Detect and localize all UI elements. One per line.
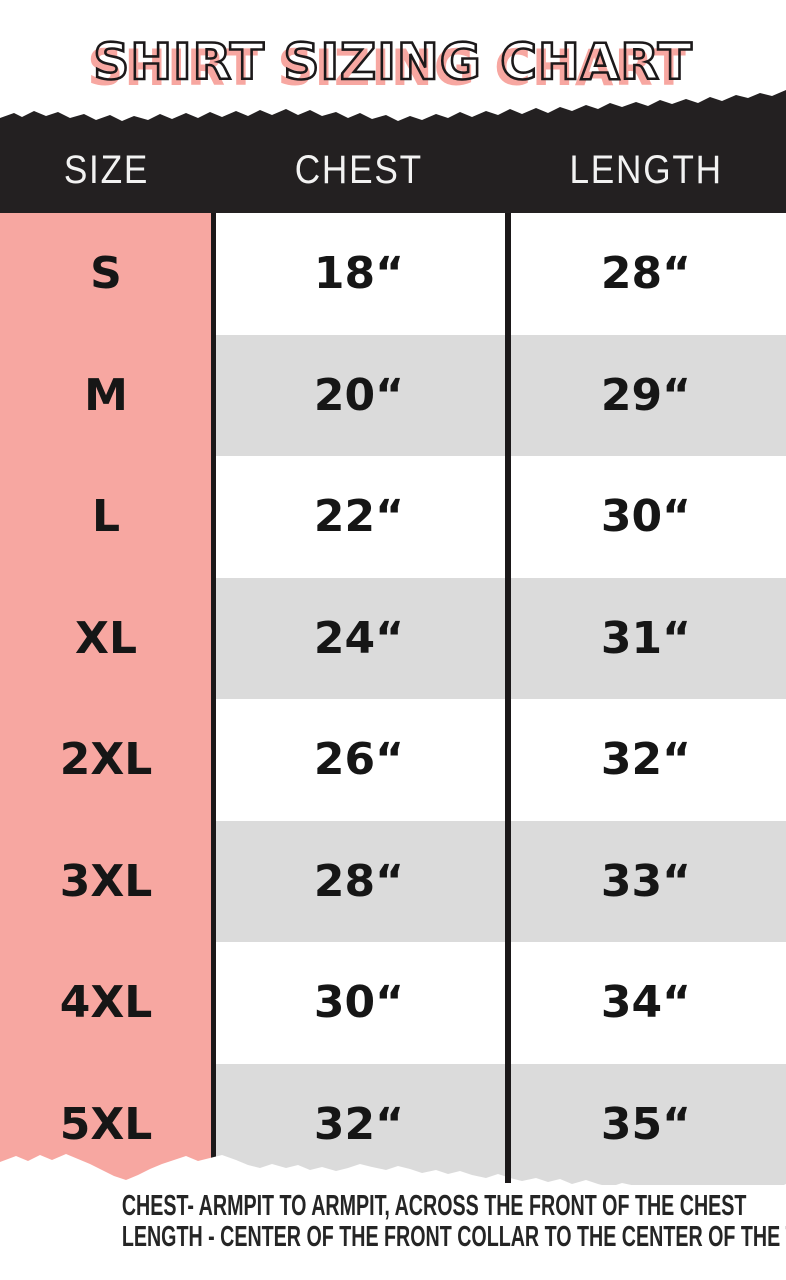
- column-divider-right: [505, 213, 511, 1183]
- length-cell: 30“: [506, 456, 786, 578]
- chest-cell: 24“: [212, 577, 506, 699]
- length-cell: 33“: [506, 820, 786, 942]
- torn-paper-edge-top: [0, 90, 786, 213]
- measurement-notes: CHEST- ARMPIT TO ARMPIT, ACROSS THE FRON…: [0, 1191, 786, 1253]
- column-header-length: LENGTH: [569, 147, 723, 192]
- size-cell: M: [0, 334, 212, 456]
- length-cell: 35“: [506, 1063, 786, 1185]
- length-cell: 28“: [506, 213, 786, 335]
- size-cell: S: [0, 213, 212, 335]
- chest-cell: 20“: [212, 334, 506, 456]
- chest-cell: 18“: [212, 213, 506, 335]
- length-cell: 32“: [506, 699, 786, 821]
- sizing-table: S 18“ 28“ M 20“ 29“ L 22“ 30“ XL 24“ 31“…: [0, 213, 786, 1185]
- length-cell: 34“: [506, 942, 786, 1064]
- chest-cell: 30“: [212, 942, 506, 1064]
- size-cell: XL: [0, 577, 212, 699]
- size-cell: 4XL: [0, 942, 212, 1064]
- size-cell: L: [0, 456, 212, 578]
- chest-cell: 28“: [212, 820, 506, 942]
- chest-cell: 26“: [212, 699, 506, 821]
- size-cell: 2XL: [0, 699, 212, 821]
- table-header-band: SIZE CHEST LENGTH: [0, 85, 786, 213]
- size-cell: 3XL: [0, 820, 212, 942]
- length-cell: 31“: [506, 577, 786, 699]
- table-header-row: SIZE CHEST LENGTH: [0, 143, 786, 197]
- column-header-size: SIZE: [63, 147, 149, 192]
- column-header-chest: CHEST: [294, 147, 424, 192]
- page-title-outline: SHIRT SIZING CHART: [92, 32, 693, 93]
- length-cell: 29“: [506, 334, 786, 456]
- column-divider-left: [211, 213, 216, 1158]
- length-note: LENGTH - CENTER OF THE FRONT COLLAR TO T…: [121, 1221, 786, 1253]
- torn-paper-edge-bottom: [0, 1140, 786, 1240]
- page-title-fill: SHIRT SIZING CHART: [87, 39, 687, 97]
- chest-cell: 22“: [212, 456, 506, 578]
- chest-note: CHEST- ARMPIT TO ARMPIT, ACROSS THE FRON…: [121, 1190, 747, 1222]
- page-title: SHIRT SIZING CHART SHIRT SIZING CHART: [0, 22, 786, 106]
